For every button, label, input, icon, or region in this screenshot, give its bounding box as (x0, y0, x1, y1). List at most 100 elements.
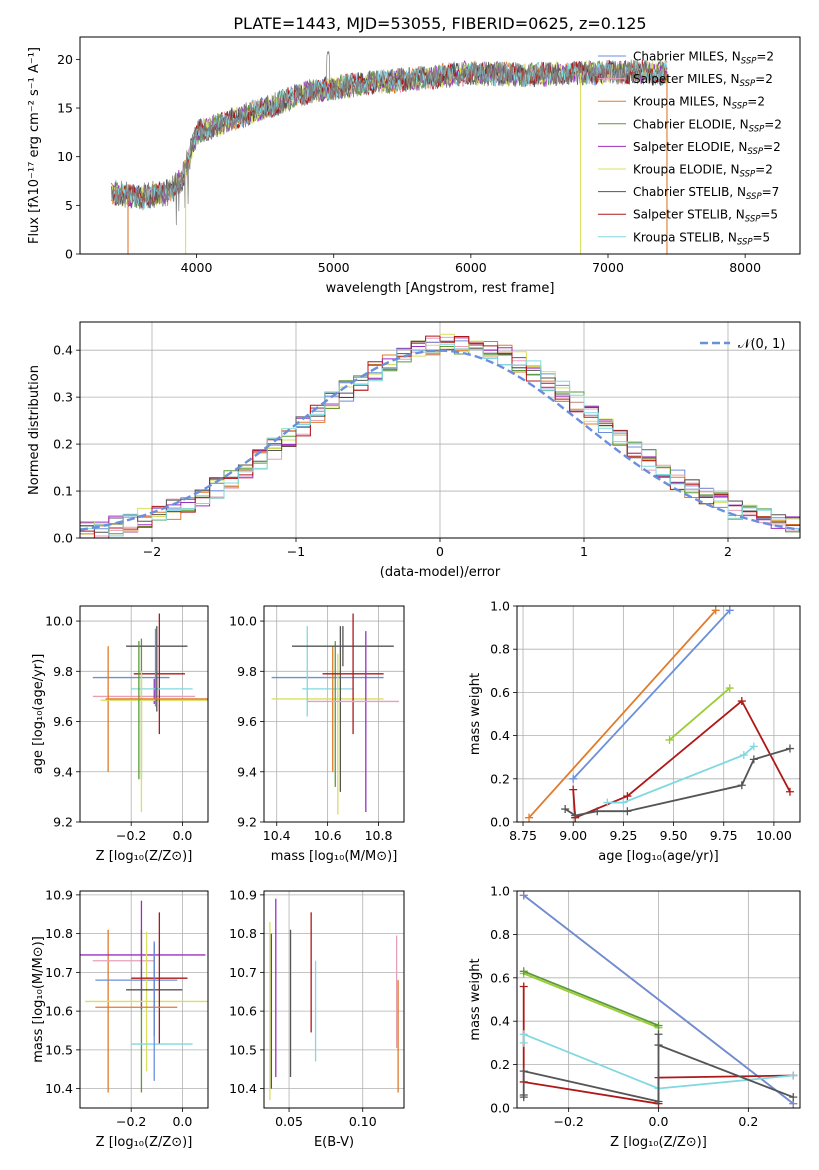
mw_vs_Z-point-marker (519, 1090, 528, 1099)
mw_vs_Z-xtick-label: 0.2 (738, 1114, 758, 1129)
legend-label-tail: =2 (747, 95, 765, 109)
legend-label-tail: =7 (762, 185, 780, 199)
spectrum-ytick-label: 0 (65, 247, 73, 262)
mw_vs_Z-ylabel: mass weight (468, 958, 483, 1040)
age_vs_mass-ytick-label: 9.4 (237, 764, 257, 779)
age_vs_Z-ytick-label: 10.0 (45, 614, 73, 629)
mass_vs_Z-ylabel: mass [log₁₀(M/M⊙)] (31, 936, 46, 1063)
age_vs_mass-xlabel: mass [log₁₀(M/M⊙)] (271, 849, 398, 864)
age_vs_Z-ytick-label: 9.6 (53, 714, 73, 729)
mw_vs_Z-series-line (523, 970, 659, 1027)
spectrum-xtick-label: 8000 (729, 260, 761, 275)
residuals-xtick-label: −2 (143, 544, 161, 559)
mass_vs_ebv-frame (263, 890, 405, 1109)
mw_vs_Z-xlabel: Z [log₁₀(Z/Z⊙)] (610, 1135, 707, 1150)
age_vs_Z-frame (79, 605, 209, 823)
figure-title: PLATE=1443, MJD=53055, FIBERID=0625, z=0… (233, 14, 646, 33)
mass_vs_ebv-panel: 0.05 0.10 10.4 10.5 10.6 10.7 10.8 10.9 E(B-V) (229, 887, 405, 1150)
mw_vs_age-ytick-label: 0.8 (490, 642, 510, 657)
mass_vs_ebv-xtick-label: 0.10 (349, 1114, 377, 1129)
legend-label-tail: =2 (763, 140, 781, 154)
legend-label-sub: SSP (740, 170, 756, 180)
mw_vs_age-point-marker (785, 787, 794, 796)
legend-label-main: Chabrier STELIB, N (633, 185, 746, 199)
mw_vs_Z-ytick-label: 0.2 (490, 1057, 510, 1072)
spectrum-model-line (111, 60, 668, 207)
mw_vs_Z-series-line (522, 1032, 794, 1090)
mass_vs_Z-xtick-label: 0.0 (172, 1114, 192, 1129)
mass_vs_ebv-ytick-label: 10.6 (229, 1004, 257, 1019)
mw_vs_age-ytick-label: 0.0 (490, 815, 510, 830)
mw_vs_Z-ytick-label: 0.8 (490, 927, 510, 942)
mass_vs_Z-xlabel: Z [log₁₀(Z/Z⊙)] (96, 1135, 193, 1150)
mw_vs_age-xtick-label: 9.25 (609, 828, 637, 843)
residuals-xtick-label: 2 (724, 544, 732, 559)
age_vs_mass-xtick-label: 10.4 (263, 828, 291, 843)
mw_vs_age-series-line (572, 609, 731, 780)
mw_vs_age-point-marker (603, 798, 612, 807)
mw_vs_age-ylabel: mass weight (468, 673, 483, 755)
age_vs_mass-ytick-label: 9.6 (237, 714, 257, 729)
legend-label: Salpeter STELIB, NSSP=5 (633, 208, 778, 225)
spectrum-xtick-label: 4000 (181, 260, 213, 275)
legend-label-sub: SSP (737, 237, 753, 247)
mw_vs_age-series-line (668, 687, 731, 741)
residuals-xtick-label: −1 (287, 544, 305, 559)
mass_vs_ebv-xlabel: E(B-V) (314, 1135, 354, 1150)
residuals-xtick-label: 1 (580, 544, 588, 559)
mw_vs_age-xlabel: age [log₁₀(age/yr)] (598, 849, 719, 864)
residual-histogram-step (80, 341, 800, 537)
legend-label: Chabrier ELODIE, NSSP=2 (633, 117, 782, 134)
spectrum-data-line (111, 50, 668, 226)
legend-label: Chabrier STELIB, NSSP=7 (633, 185, 779, 202)
mw_vs_age-panel: 8.75 9.00 9.25 9.50 9.75 10.00 0.0 0.2 0.4 0.6 0.8… (468, 599, 801, 864)
mass_vs_ebv-xtick-label: 0.05 (275, 1114, 303, 1129)
mw_vs_Z-series-line (523, 972, 659, 1029)
mw_vs_age-point-marker (569, 785, 578, 794)
mass_vs_Z-ytick-label: 10.8 (45, 926, 73, 941)
mw_vs_Z-frame (516, 890, 801, 1109)
mw_vs_age-point-marker (569, 774, 578, 783)
mass_vs_ebv-ytick-label: 10.4 (229, 1081, 257, 1096)
mass_vs_Z-xtick-label: −0.2 (116, 1114, 146, 1129)
age_vs_Z-ytick-label: 9.8 (53, 664, 73, 679)
age_vs_mass-ytick-label: 9.2 (237, 815, 257, 830)
gaussian-legend-label: 𝒩(0, 1) (738, 337, 785, 352)
legend-label-sub: SSP (745, 215, 761, 225)
mw_vs_Z-point-marker (654, 1030, 663, 1039)
residuals-ytick-label: 0.3 (53, 390, 73, 405)
mw_vs_age-ytick-label: 0.4 (490, 728, 510, 743)
mw_vs_age-point-marker (619, 798, 628, 807)
legend-label-main: Kroupa MILES, N (633, 95, 732, 109)
age_vs_mass-ytick-label: 10.0 (229, 614, 257, 629)
age_vs_mass-grid (264, 606, 404, 823)
mw_vs_age-point-marker (739, 751, 748, 760)
mw_vs_age-ytick-label: 0.6 (490, 685, 510, 700)
mass_vs_ebv-ytick-label: 10.8 (229, 926, 257, 941)
age_vs_mass-panel: 10.4 10.6 10.8 9.2 9.4 9.6 9.8 10.0 mass [log₁₀(… (229, 605, 405, 864)
mw_vs_age-point-marker (785, 744, 794, 753)
spectrum-panel: 4000 5000 6000 7000 8000 0 5 10 15 20 wavelength [… (27, 36, 801, 296)
legend-label-tail: =2 (755, 163, 773, 177)
spectrum-ytick-label: 15 (57, 101, 73, 116)
mass_vs_Z-data (80, 900, 208, 1093)
mw_vs_age-ytick-label: 1.0 (490, 599, 510, 614)
mass_vs_ebv-grid (264, 891, 404, 1108)
residuals-data (80, 333, 800, 538)
mw_vs_age-series-line (528, 609, 717, 819)
mw_vs_Z-point-marker (519, 1030, 528, 1039)
age_vs_mass-frame (263, 605, 405, 823)
mw_vs_Z-point-marker (789, 1093, 798, 1102)
legend-label-main: Salpeter STELIB, N (633, 208, 745, 222)
legend-label-sub: SSP (741, 57, 757, 67)
age_vs_mass-data (271, 613, 399, 815)
mw_vs_Z-point-marker (519, 1067, 528, 1076)
mw_vs_Z-ytick-label: 0.4 (490, 1014, 510, 1029)
legend-label: Kroupa ELODIE, NSSP=2 (633, 163, 773, 180)
mw_vs_age-xtick-label: 10.00 (756, 828, 792, 843)
age_vs_mass-xtick-label: 10.6 (314, 828, 342, 843)
mw_vs_age-point-marker (623, 792, 632, 801)
legend-label-main: Chabrier MILES, N (633, 50, 741, 64)
mw_vs_Z-data (519, 891, 798, 1108)
residuals-ytick-label: 0.2 (53, 437, 73, 452)
